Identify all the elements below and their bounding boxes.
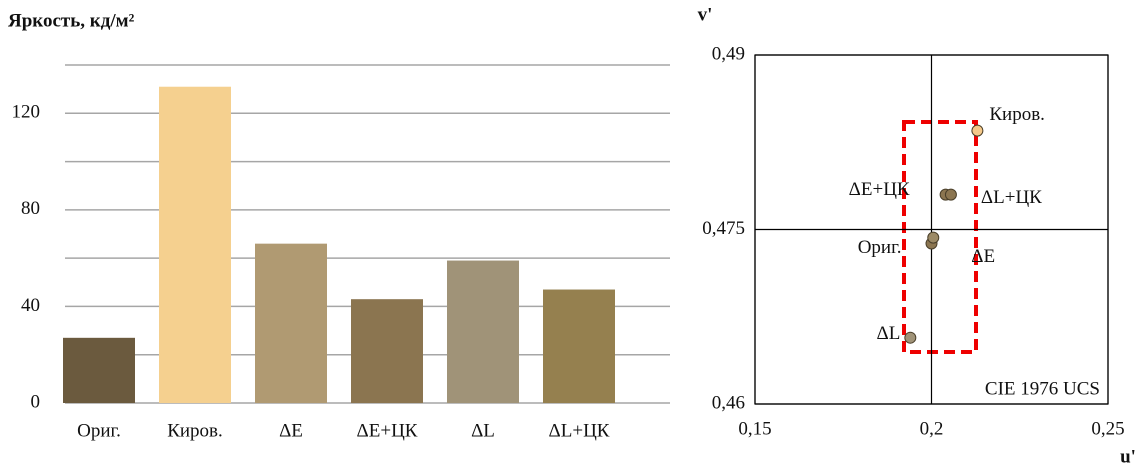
y-tick-label: 0,49 <box>712 43 745 64</box>
bar <box>351 299 423 403</box>
bar <box>543 289 615 403</box>
x-tick-label: ΔE+ЦК <box>357 420 418 441</box>
y-tick-label: 40 <box>21 295 40 316</box>
x-tick-label: ΔL+ЦК <box>549 420 610 441</box>
bar <box>63 337 135 403</box>
point-label: Ориг. <box>858 237 902 258</box>
bar <box>447 260 519 403</box>
y-tick-label: 0 <box>31 391 41 412</box>
x-axis-label: u' <box>1120 446 1136 467</box>
point-label: ΔE <box>971 246 995 267</box>
chart-title: Яркость, кд/м² <box>8 10 135 31</box>
x-tick-label: 0,2 <box>920 418 944 439</box>
y-tick-label: 0,475 <box>702 218 745 239</box>
x-tick-label: ΔL <box>471 420 495 441</box>
bar <box>159 86 231 403</box>
bar <box>255 243 327 403</box>
x-tick-label: Ориг. <box>77 420 121 441</box>
y-axis-label: v' <box>698 4 713 25</box>
x-tick-label: 0,25 <box>1091 418 1124 439</box>
x-tick-label: ΔE <box>279 420 303 441</box>
point <box>904 331 917 344</box>
point-label: ΔE+ЦК <box>849 179 910 200</box>
point-label: ΔL <box>876 323 900 344</box>
point-label: ΔL+ЦК <box>981 187 1042 208</box>
y-tick-label: 120 <box>12 102 41 123</box>
point <box>927 231 940 244</box>
y-tick-label: 80 <box>21 198 40 219</box>
point <box>971 124 984 137</box>
y-tick-label: 0,46 <box>712 392 745 413</box>
highlight-region <box>902 120 978 354</box>
point-label: Киров. <box>989 104 1045 125</box>
x-tick-label: Киров. <box>167 420 223 441</box>
annotation: CIE 1976 UCS <box>985 378 1100 399</box>
x-tick-label: 0,15 <box>738 418 771 439</box>
point <box>944 188 957 201</box>
